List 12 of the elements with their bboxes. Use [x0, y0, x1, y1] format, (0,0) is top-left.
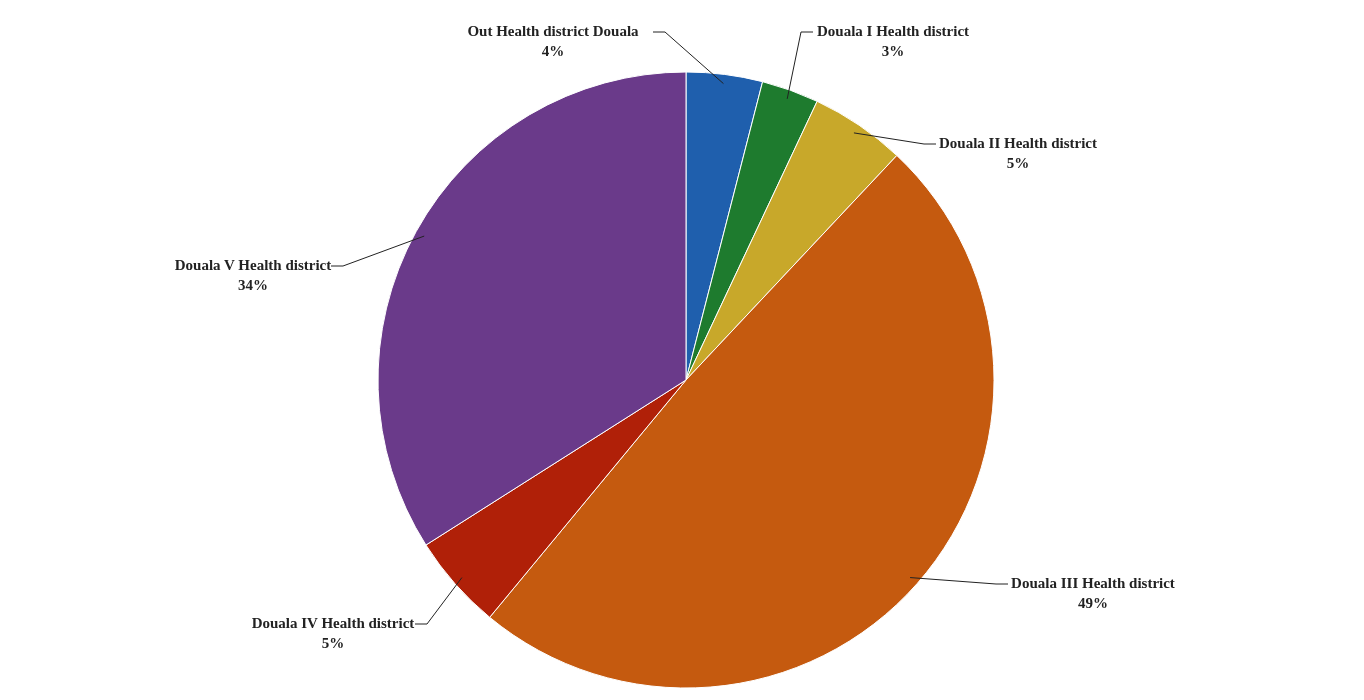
slice-label: Douala IV Health district [251, 615, 415, 631]
slice-label: Douala III Health district [1011, 575, 1175, 591]
slice-label: Douala II Health district [939, 135, 1097, 151]
data-label: 5% [321, 635, 345, 651]
data-label: 4% [541, 43, 565, 59]
data-label: 49% [1078, 595, 1108, 611]
data-label: 3% [881, 43, 905, 59]
slice-label: Douala V Health district [174, 257, 332, 273]
slice-label: Out Health district Douala [467, 23, 640, 39]
data-label: 34% [238, 277, 268, 293]
data-label: 5% [1006, 155, 1030, 171]
slice-label: Douala I Health district [816, 23, 970, 39]
